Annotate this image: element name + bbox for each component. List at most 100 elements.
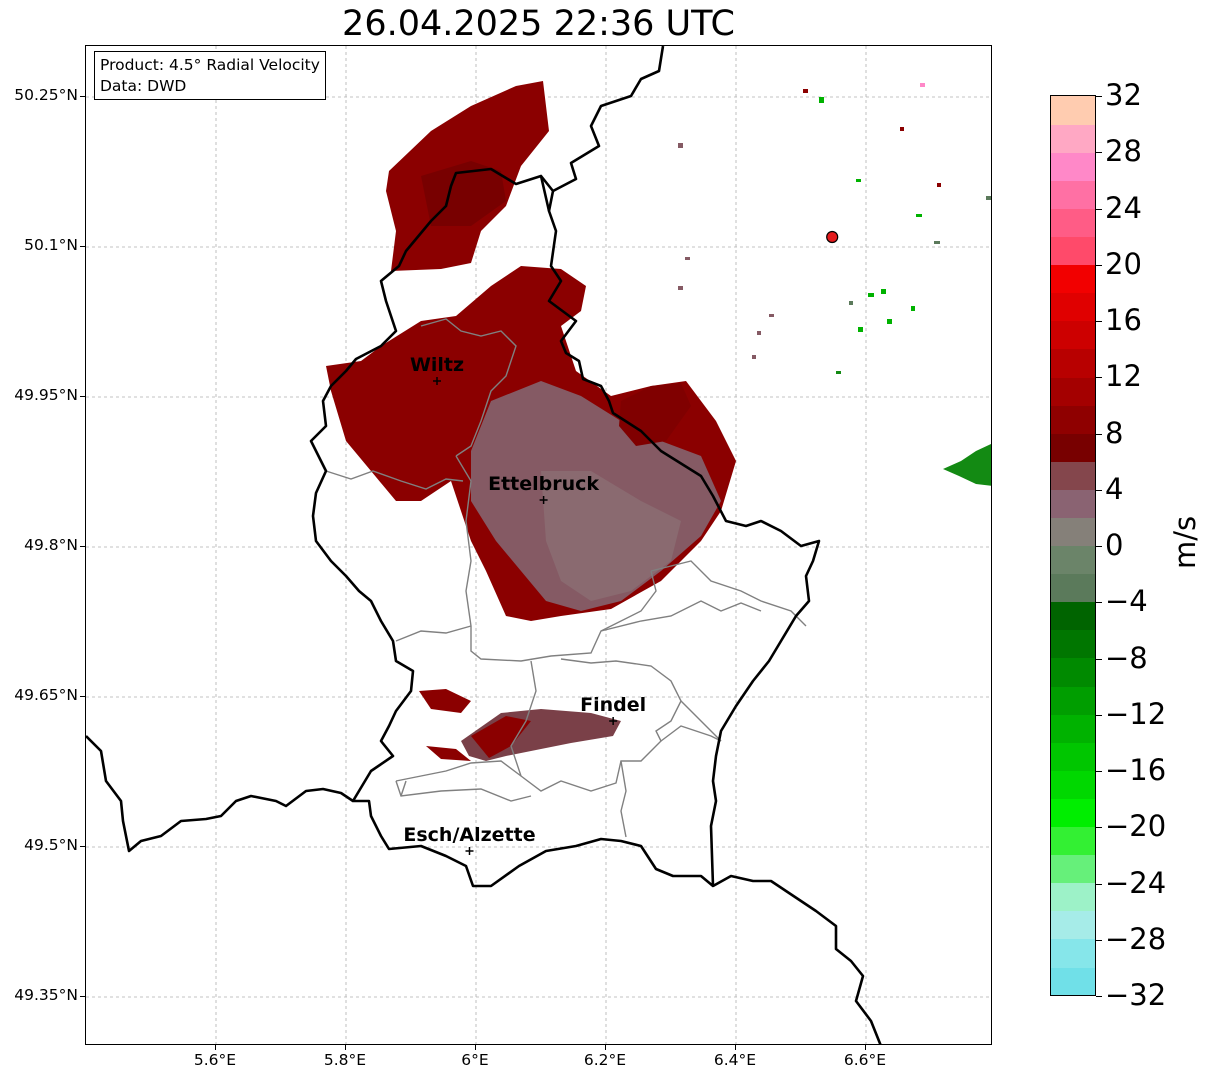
echo-south-core [471, 716, 531, 758]
colorbar-tick [1096, 602, 1102, 604]
latitude-tick [80, 996, 85, 997]
colorbar-tick [1096, 377, 1102, 379]
country-borders [86, 46, 882, 1044]
velocity-colorbar [1050, 95, 1096, 996]
longitude-tick-label: 6.2°E [583, 1051, 627, 1069]
colorbar-tick [1096, 827, 1102, 829]
city-label: Ettelbruck [488, 473, 599, 495]
latitude-tick [80, 96, 85, 97]
latitude-tick [80, 246, 85, 247]
colorbar-unit-label: m/s [1163, 516, 1207, 570]
latitude-tick-label: 49.95°N [14, 386, 78, 404]
latitude-tick-label: 49.5°N [24, 836, 78, 854]
map-panel[interactable]: Wiltz Ettelbruck Findel Esch/Alzette [85, 45, 992, 1045]
colorbar-segment [1051, 545, 1095, 575]
latitude-tick [80, 546, 85, 547]
colorbar-tick [1096, 658, 1102, 660]
echo-south-west [419, 689, 471, 713]
colorbar-tick [1096, 96, 1102, 97]
colorbar-segment [1051, 489, 1095, 518]
colorbar-segment [1051, 938, 1095, 968]
colorbar-segment [1051, 292, 1095, 322]
product-info-box: Product: 4.5° Radial Velocity Data: DWD [94, 51, 326, 100]
colorbar-tick-label: −8 [1105, 640, 1148, 675]
colorbar-tick-label: 0 [1105, 528, 1124, 562]
longitude-tick [735, 1045, 736, 1050]
longitude-tick [345, 1045, 346, 1050]
colorbar-tick-label: −12 [1105, 696, 1167, 731]
colorbar-segment [1051, 208, 1095, 238]
colorbar-segment [1051, 770, 1095, 799]
colorbar-segment [1051, 854, 1095, 884]
colorbar-tick [1096, 208, 1102, 210]
colorbar-tick-label: −32 [1105, 978, 1167, 1012]
echo-south-small [426, 746, 471, 761]
colorbar-tick-label: 32 [1105, 78, 1142, 112]
latitude-tick-label: 50.1°N [24, 236, 78, 254]
colorbar-segment [1051, 96, 1095, 125]
colorbar-tick [1096, 152, 1102, 154]
data-source-label: Data: DWD [100, 77, 187, 95]
city-findel: Findel [580, 694, 646, 725]
latitude-tick [80, 696, 85, 697]
colorbar-segment [1051, 910, 1095, 940]
colorbar-tick-label: −16 [1105, 753, 1167, 787]
colorbar-tick-label: 28 [1105, 134, 1142, 169]
colorbar-segment [1051, 433, 1095, 462]
longitude-tick-label: 6.4°E [713, 1051, 757, 1069]
city-label: Esch/Alzette [403, 824, 535, 846]
colorbar-segment [1051, 826, 1095, 856]
city-esch-alzette: Esch/Alzette [403, 824, 536, 855]
city-wiltz: Wiltz [410, 354, 464, 385]
colorbar-tick-label: 20 [1105, 246, 1142, 281]
latitude-tick [80, 846, 85, 847]
colorbar-tick-label: 4 [1105, 471, 1124, 506]
latitude-tick-label: 49.65°N [14, 686, 78, 704]
radar-echoes [326, 81, 991, 761]
colorbar-tick-label: −24 [1105, 865, 1167, 900]
canton-borders [325, 318, 807, 838]
echo-east-core [619, 383, 691, 446]
colorbar-tick [1096, 321, 1102, 322]
latitude-tick-label: 49.8°N [24, 536, 78, 554]
colorbar-segment [1051, 348, 1095, 378]
colorbar-segment [1051, 573, 1095, 603]
map-title: 26.04.2025 22:36 UTC [342, 4, 735, 44]
radar-site-marker [826, 230, 839, 244]
colorbar-segment [1051, 264, 1095, 294]
border-west [86, 735, 354, 853]
colorbar-tick [1096, 264, 1102, 266]
longitude-tick-label: 5.8°E [323, 1051, 367, 1069]
colorbar-tick-label: 8 [1105, 415, 1124, 450]
longitude-tick-label: 6.6°E [843, 1051, 887, 1069]
colorbar-segment [1051, 124, 1095, 153]
colorbar-segment [1051, 152, 1095, 181]
colorbar-tick [1096, 433, 1102, 435]
colorbar-unit-text: m/s [1168, 515, 1202, 569]
colorbar-tick [1096, 546, 1102, 547]
colorbar-tick [1096, 996, 1102, 997]
colorbar-tick-label: 16 [1105, 303, 1142, 337]
latitude-tick-label: 49.35°N [14, 986, 78, 1004]
colorbar-tick [1096, 771, 1102, 772]
longitude-tick [475, 1045, 476, 1050]
colorbar-segment [1051, 798, 1095, 828]
colorbar-segment [1051, 714, 1095, 743]
colorbar-segment [1051, 517, 1095, 547]
latitude-tick-label: 50.25°N [14, 86, 78, 104]
longitude-tick [215, 1045, 216, 1050]
luxembourg-border [309, 167, 821, 888]
colorbar-tick-label: 12 [1105, 359, 1142, 394]
colorbar-segment [1051, 966, 1095, 995]
city-label: Wiltz [410, 354, 464, 376]
colorbar-segment [1051, 320, 1095, 350]
colorbar-segment [1051, 405, 1095, 434]
colorbar-segment [1051, 601, 1095, 631]
colorbar-tick-label: 24 [1105, 190, 1142, 225]
colorbar-segment [1051, 461, 1095, 490]
colorbar-segment [1051, 657, 1095, 687]
city-ettelbruck: Ettelbruck [488, 473, 599, 504]
longitude-tick-label: 6°E [461, 1051, 489, 1069]
colorbar-tick [1096, 714, 1102, 716]
border-south [712, 874, 882, 1044]
